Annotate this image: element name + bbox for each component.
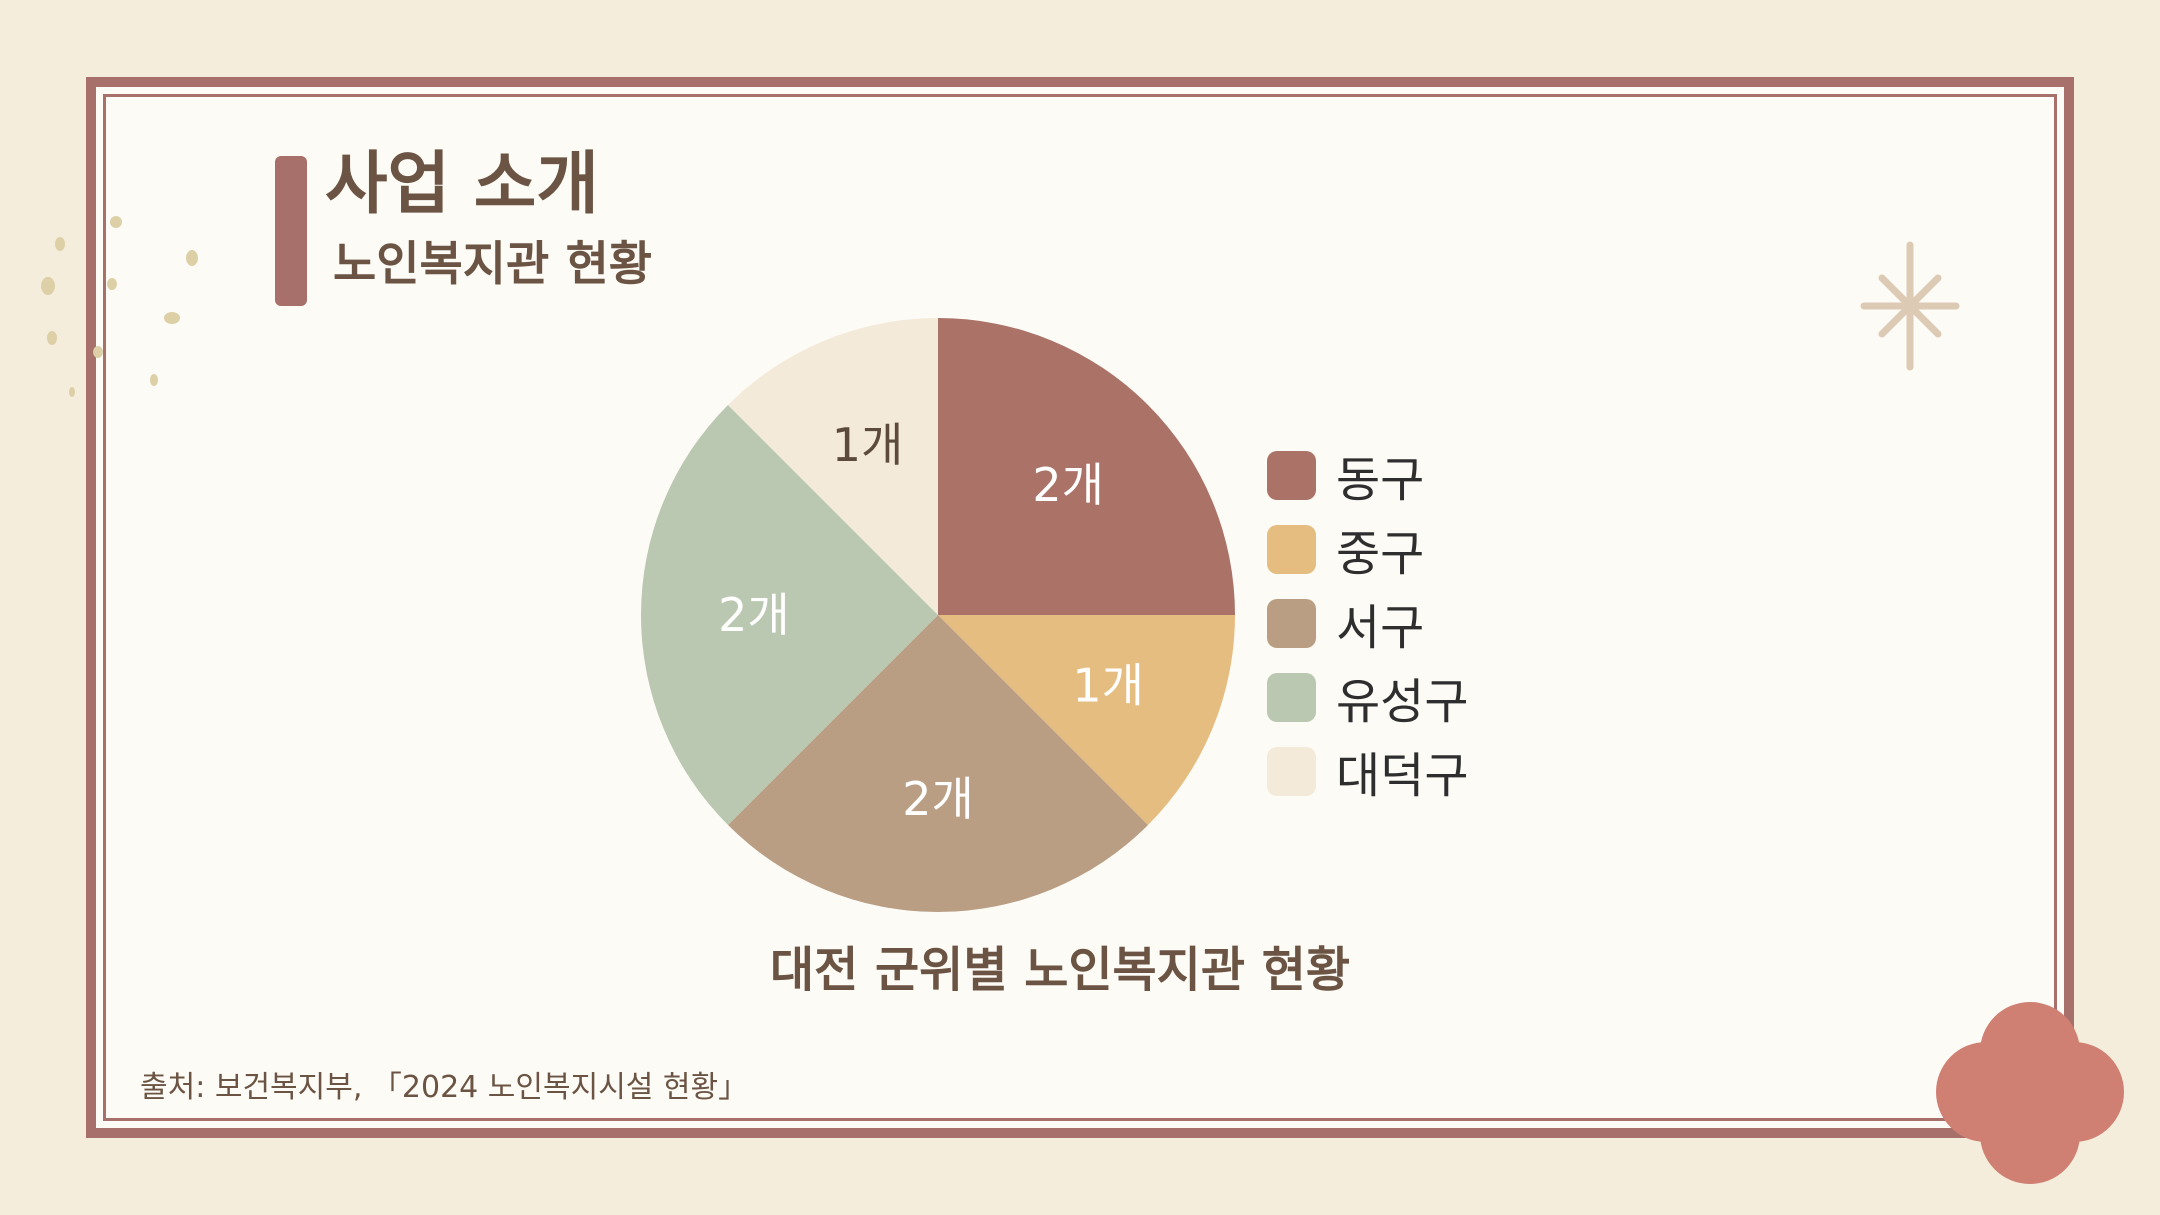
page-subtitle: 노인복지관 현황 [333,237,653,292]
legend-label: 유성구 [1336,674,1469,730]
pie-slice-2 [938,615,1235,826]
pie-slice-4 [641,404,938,826]
slice-data-label: 2개 [718,588,790,642]
flower-decoration [1936,1002,2124,1184]
legend-item: 서구 [1267,586,1468,660]
legend-label: 서구 [1336,600,1425,656]
chart-title: 대전 군위별 노인복지관 현황 [769,942,1351,998]
legend-item: 유성구 [1267,660,1468,734]
pie-slice-1 [938,318,1235,615]
sparkle-icon [1860,241,1960,371]
legend-label: 대덕구 [1336,748,1469,804]
legend-swatch [1267,598,1316,648]
legend-swatch [1267,746,1316,796]
legend-label: 중구 [1336,526,1425,582]
legend-swatch [1267,450,1316,500]
slice-data-label: 2개 [1032,458,1104,512]
slice-data-label: 2개 [902,772,974,826]
title-accent-bar [275,156,307,306]
legend-item: 중구 [1267,512,1468,586]
source-note: 출처: 보건복지부, 「2024 노인복지시설 현황」 [140,1070,749,1105]
slide-inner-border [103,94,2057,1121]
page-title: 사업 소개 [325,144,599,224]
slice-data-label: 1개 [832,418,904,472]
legend-item: 동구 [1267,438,1468,512]
confetti-dots-decoration [41,216,198,397]
pie-slice-3 [727,615,1149,912]
legend-item: 대덕구 [1267,734,1468,808]
legend-label: 동구 [1336,452,1425,508]
slice-data-label: 1개 [1072,658,1144,712]
pie-slice-5 [727,318,938,615]
legend-swatch [1267,524,1316,574]
legend-swatch [1267,672,1316,722]
